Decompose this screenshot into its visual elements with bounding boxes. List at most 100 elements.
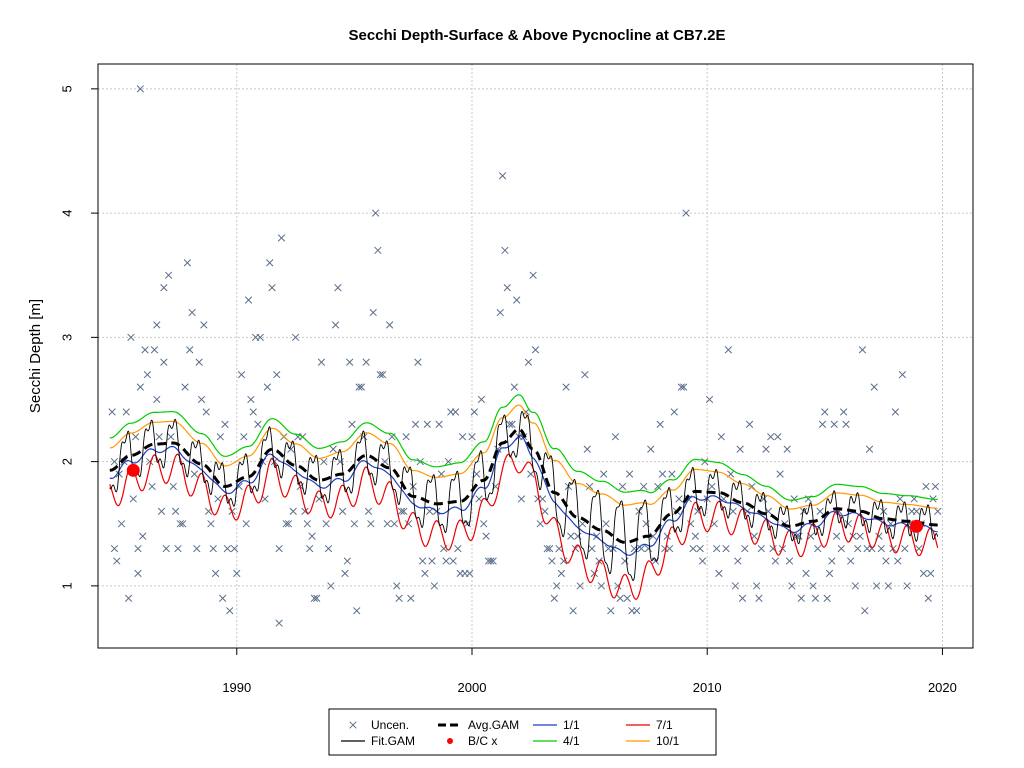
uncensored-point bbox=[414, 358, 422, 366]
uncensored-point bbox=[600, 470, 608, 478]
uncensored-point bbox=[922, 482, 930, 491]
uncensored-point bbox=[423, 420, 431, 428]
uncensored-point bbox=[757, 544, 765, 553]
uncensored-point bbox=[640, 482, 648, 491]
uncensored-point bbox=[153, 321, 161, 329]
uncensored-point bbox=[442, 557, 450, 565]
uncensored-point bbox=[656, 420, 664, 428]
uncensored-point bbox=[179, 520, 187, 528]
uncensored-point bbox=[129, 495, 137, 503]
uncensored-point bbox=[797, 594, 805, 602]
uncensored-point bbox=[553, 582, 561, 590]
uncensored-point bbox=[454, 544, 462, 553]
uncensored-point bbox=[108, 408, 116, 416]
uncensored-point bbox=[774, 433, 782, 441]
uncensored-point bbox=[734, 557, 742, 565]
uncensored-point bbox=[776, 470, 784, 478]
uncensored-point bbox=[894, 557, 902, 565]
uncensored-point bbox=[487, 557, 495, 565]
uncensored-point bbox=[327, 582, 335, 590]
y-tick-label: 1 bbox=[59, 582, 74, 589]
uncensored-point bbox=[924, 594, 932, 602]
uncensored-point bbox=[148, 482, 156, 491]
uncensored-point bbox=[607, 607, 615, 615]
uncensored-point bbox=[623, 594, 631, 602]
uncensored-point bbox=[202, 408, 210, 416]
uncensored-point bbox=[715, 569, 723, 578]
uncensored-point bbox=[470, 408, 478, 416]
uncensored-point bbox=[677, 383, 685, 391]
uncensored-point bbox=[256, 333, 264, 342]
uncensored-point bbox=[839, 408, 848, 416]
uncensored-point bbox=[134, 544, 142, 553]
uncensored-point bbox=[425, 507, 434, 515]
uncensored-point bbox=[334, 284, 342, 292]
uncensored-point bbox=[289, 507, 297, 515]
uncensored-point bbox=[745, 420, 754, 428]
uncensored-point bbox=[635, 507, 643, 515]
uncensored-point bbox=[611, 433, 620, 441]
uncensored-point bbox=[665, 544, 674, 553]
uncensored-point bbox=[139, 532, 147, 540]
uncensored-point bbox=[237, 370, 246, 379]
uncensored-point bbox=[581, 370, 589, 379]
uncensored-point bbox=[689, 544, 697, 553]
uncensored-point bbox=[837, 544, 845, 553]
uncensored-point bbox=[790, 495, 798, 503]
legend-label: 1/1 bbox=[563, 718, 580, 732]
uncensored-point bbox=[557, 569, 566, 578]
uncensored-point bbox=[548, 557, 556, 565]
uncensored-point bbox=[131, 433, 140, 441]
uncensored-point bbox=[811, 594, 820, 602]
uncensored-point bbox=[230, 544, 239, 553]
uncensored-point bbox=[501, 246, 509, 255]
uncensored-point bbox=[668, 470, 676, 478]
uncensored-point bbox=[691, 532, 700, 540]
uncensored-point bbox=[847, 557, 855, 565]
uncensored-point bbox=[508, 420, 516, 428]
uncensored-point bbox=[155, 433, 163, 441]
uncensored-point bbox=[717, 433, 725, 441]
uncensored-point bbox=[383, 520, 391, 528]
uncensored-point bbox=[310, 594, 319, 602]
uncensored-point bbox=[480, 520, 488, 528]
uncensored-point bbox=[388, 433, 396, 441]
uncensored-point bbox=[870, 383, 878, 391]
x-tick-label: 2020 bbox=[928, 680, 957, 695]
legend-label: Avg.GAM bbox=[468, 718, 519, 732]
uncensored-point bbox=[919, 569, 928, 578]
uncensored-point bbox=[277, 234, 286, 242]
uncensored-point bbox=[266, 259, 274, 267]
uncensored-point bbox=[701, 457, 709, 466]
axes: 1990 2000 2010 2020 1 2 3 4 5 bbox=[59, 85, 956, 695]
uncensored-point bbox=[823, 594, 831, 602]
uncensored-point bbox=[731, 582, 740, 590]
uncensored-point bbox=[157, 507, 166, 515]
uncensored-point bbox=[160, 358, 168, 366]
uncensored-point bbox=[400, 507, 408, 515]
grid-lines bbox=[98, 64, 973, 648]
uncensored-point bbox=[169, 482, 177, 491]
uncensored-point bbox=[407, 594, 415, 602]
uncensored-point bbox=[402, 433, 410, 441]
uncensored-point bbox=[755, 594, 763, 602]
uncensored-point bbox=[393, 582, 401, 590]
uncensored-point bbox=[188, 308, 196, 317]
uncensored-point bbox=[320, 457, 328, 466]
uncensored-point bbox=[428, 557, 436, 565]
uncensored-point bbox=[331, 321, 340, 329]
uncensored-point bbox=[865, 445, 874, 453]
uncensored-point bbox=[816, 507, 824, 515]
line-10-1 bbox=[109, 404, 938, 510]
uncensored-point bbox=[275, 619, 283, 627]
uncensored-point bbox=[430, 582, 439, 590]
uncensored-point bbox=[150, 346, 159, 354]
legend-symbol-uncen bbox=[349, 721, 357, 729]
uncensored-point bbox=[729, 507, 737, 515]
uncensored-point bbox=[435, 420, 443, 428]
legend-label: 7/1 bbox=[656, 718, 673, 732]
uncensored-point bbox=[193, 544, 201, 553]
uncensored-point bbox=[682, 209, 690, 217]
uncensored-point bbox=[421, 569, 429, 578]
uncensored-point bbox=[882, 557, 890, 565]
